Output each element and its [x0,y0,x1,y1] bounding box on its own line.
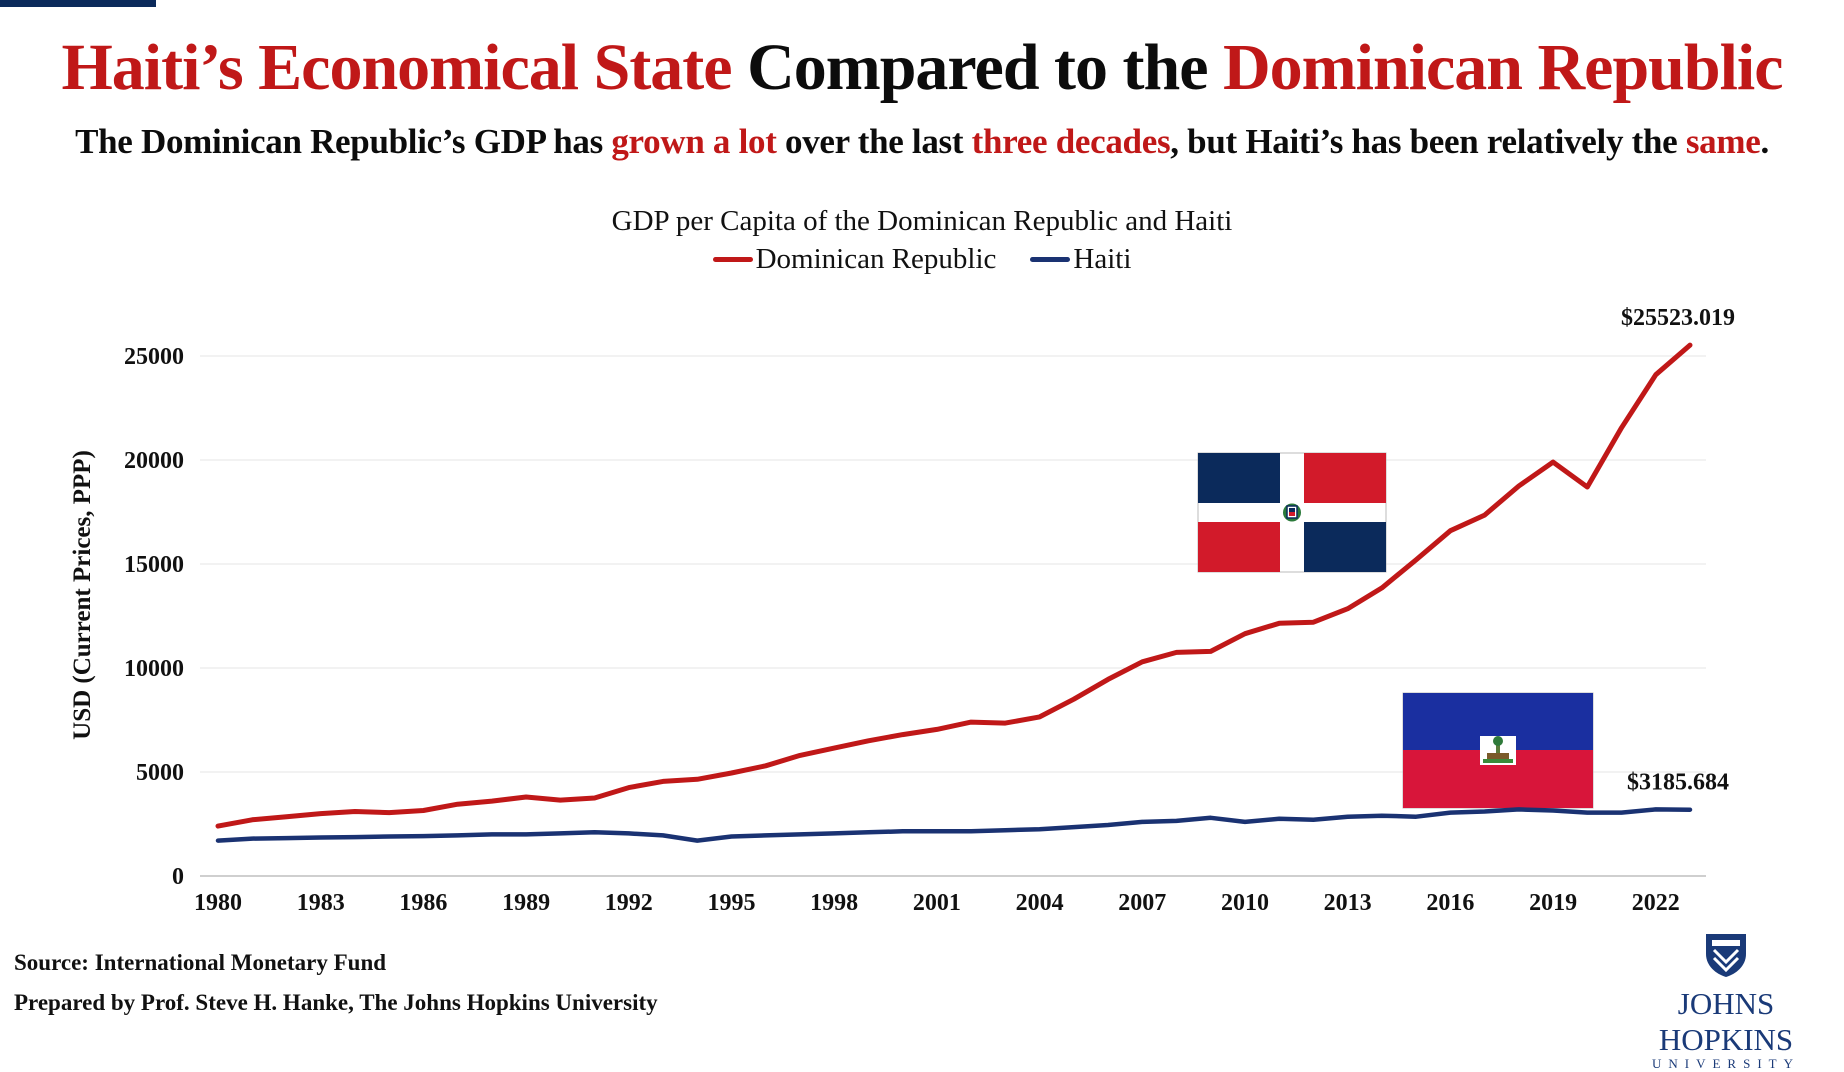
series-line-haiti [215,807,1693,843]
subtitle-segment: same [1685,122,1761,161]
legend-swatch-haiti [1030,257,1071,262]
logo-sub: UNIVERSITY [1652,1056,1800,1071]
page-title: Haiti’s Economical State Compared to the… [0,30,1844,106]
haiti-flag-icon [1402,692,1594,809]
y-axis-ticks: 0 5000 10000 15000 20000 25000 [124,344,184,890]
x-tick-label: 1998 [810,890,858,916]
x-tick-label: 1986 [399,890,447,916]
x-tick-label: 2016 [1426,890,1474,916]
x-tick-label: 2007 [1118,890,1166,916]
x-tick-label: 1983 [297,890,345,916]
subtitle-segment: . [1760,122,1769,161]
subtitle-segment: over the last [776,122,972,161]
y-axis-label: USD (Current Prices, PPP) [69,450,96,740]
y-tick-label: 5000 [136,760,184,786]
subtitle-segment: The Dominican Republic’s GDP has [75,122,612,161]
prepared-by-note: Prepared by Prof. Steve H. Hanke, The Jo… [14,990,658,1015]
legend-label-dominican-republic: Dominican Republic [755,243,997,275]
subtitle-segment: grown a lot [611,122,777,161]
x-tick-label: 1995 [707,890,755,916]
logo-name: JOHNS HOPKINS [1658,986,1794,1057]
x-tick-label: 2019 [1529,890,1577,916]
x-tick-label: 2022 [1632,890,1680,916]
source-note: Source: International Monetary Fund [14,950,387,975]
x-tick-label: 2010 [1221,890,1269,916]
legend-label-haiti: Haiti [1073,243,1132,275]
end-value-label: $3185.684 [1627,770,1729,796]
y-tick-label: 20000 [124,448,184,474]
title-segment: Haiti’s Economical State [61,31,732,104]
chart-series [215,342,1693,843]
title-segment: Dominican Republic [1222,31,1784,104]
subtitle-segment: , but Haiti’s has been relatively the [1170,122,1686,161]
title-segment: Compared to the [731,31,1223,104]
legend-item-dominican-republic: Dominican Republic [712,243,997,276]
subtitle-segment: three decades [971,122,1171,161]
x-tick-label: 2001 [913,890,961,916]
chart-title: GDP per Capita of the Dominican Republic… [611,205,1233,237]
series-line-dominican-republic [215,342,1693,829]
x-tick-label: 1992 [605,890,653,916]
x-tick-label: 1989 [502,890,550,916]
y-tick-label: 0 [172,864,184,890]
y-tick-label: 15000 [124,552,184,578]
johns-hopkins-logo: JOHNS HOPKINS UNIVERSITY [1616,930,1836,1071]
legend-item-haiti: Haiti [1030,243,1131,276]
x-axis-ticks: 1980 1983 1986 1989 1992 1995 1998 2001 2004 2007… [194,890,1680,916]
legend-swatch-dominican-republic [712,257,753,262]
end-value-label: $25523.019 [1621,305,1735,331]
top-accent-bar [0,0,156,7]
x-tick-label: 2004 [1016,890,1064,916]
x-tick-label: 1980 [194,890,242,916]
y-tick-label: 10000 [124,656,184,682]
page-subtitle: The Dominican Republic’s GDP has grown a… [0,122,1844,162]
shield-icon [1706,934,1746,977]
y-tick-label: 25000 [124,344,184,370]
chart-end-labels: $25523.019 $3185.684 [1621,305,1735,796]
x-tick-label: 2013 [1324,890,1372,916]
chart-legend: Dominican Republic Haiti [0,243,1844,276]
dominican-republic-flag-icon [1197,452,1387,573]
